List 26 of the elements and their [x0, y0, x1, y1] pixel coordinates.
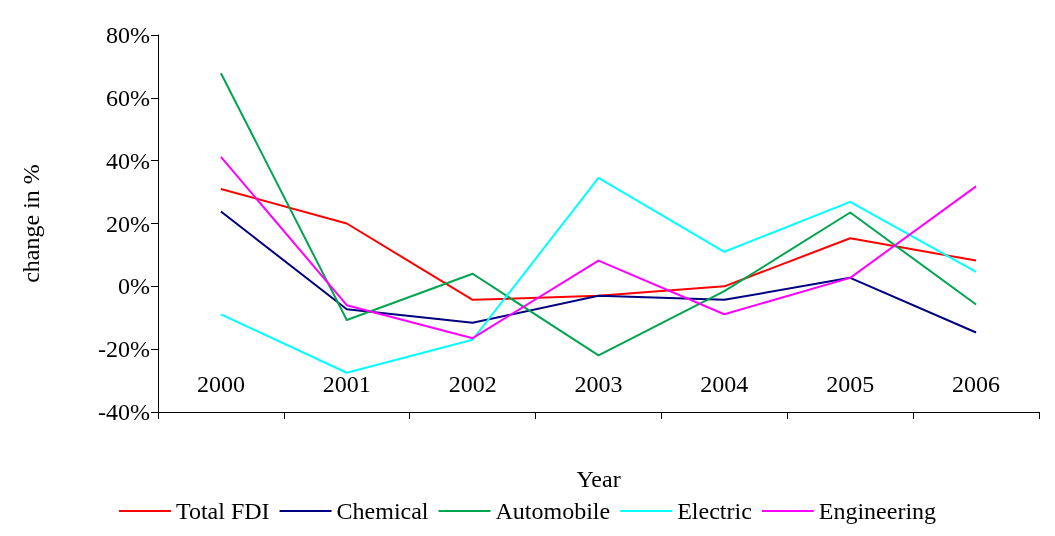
y-axis-title: change in % [18, 164, 44, 283]
line-series [219, 176, 978, 374]
x-tick-label: 2003 [574, 371, 623, 397]
y-tick-label: 0% [118, 273, 150, 300]
x-tick-label: 2004 [700, 371, 749, 397]
y-tick-label: 20% [106, 210, 150, 237]
y-tick-label: -20% [98, 336, 151, 363]
x-axis-title: Year [576, 466, 621, 492]
legend-label: Total FDI [175, 498, 270, 524]
x-tick-label: 2001 [322, 371, 371, 397]
y-tick-label: 80% [106, 22, 150, 48]
legend-label: Chemical [336, 498, 429, 524]
line-series [219, 155, 978, 340]
y-tick-label: -40% [98, 399, 151, 425]
x-tick-label: 2000 [196, 371, 245, 397]
legend-label: Automobile [495, 498, 611, 524]
line-series [219, 72, 978, 357]
line-series [219, 210, 978, 334]
legend-label: Electric [677, 498, 752, 524]
y-tick-label: 60% [106, 84, 150, 111]
x-tick-label: 2006 [952, 371, 1001, 397]
line-series [219, 187, 978, 301]
x-tick-label: 2005 [826, 371, 875, 397]
legend-label: Engineering [818, 498, 937, 524]
x-tick-label: 2002 [448, 371, 497, 397]
y-tick-label: 40% [106, 147, 150, 174]
